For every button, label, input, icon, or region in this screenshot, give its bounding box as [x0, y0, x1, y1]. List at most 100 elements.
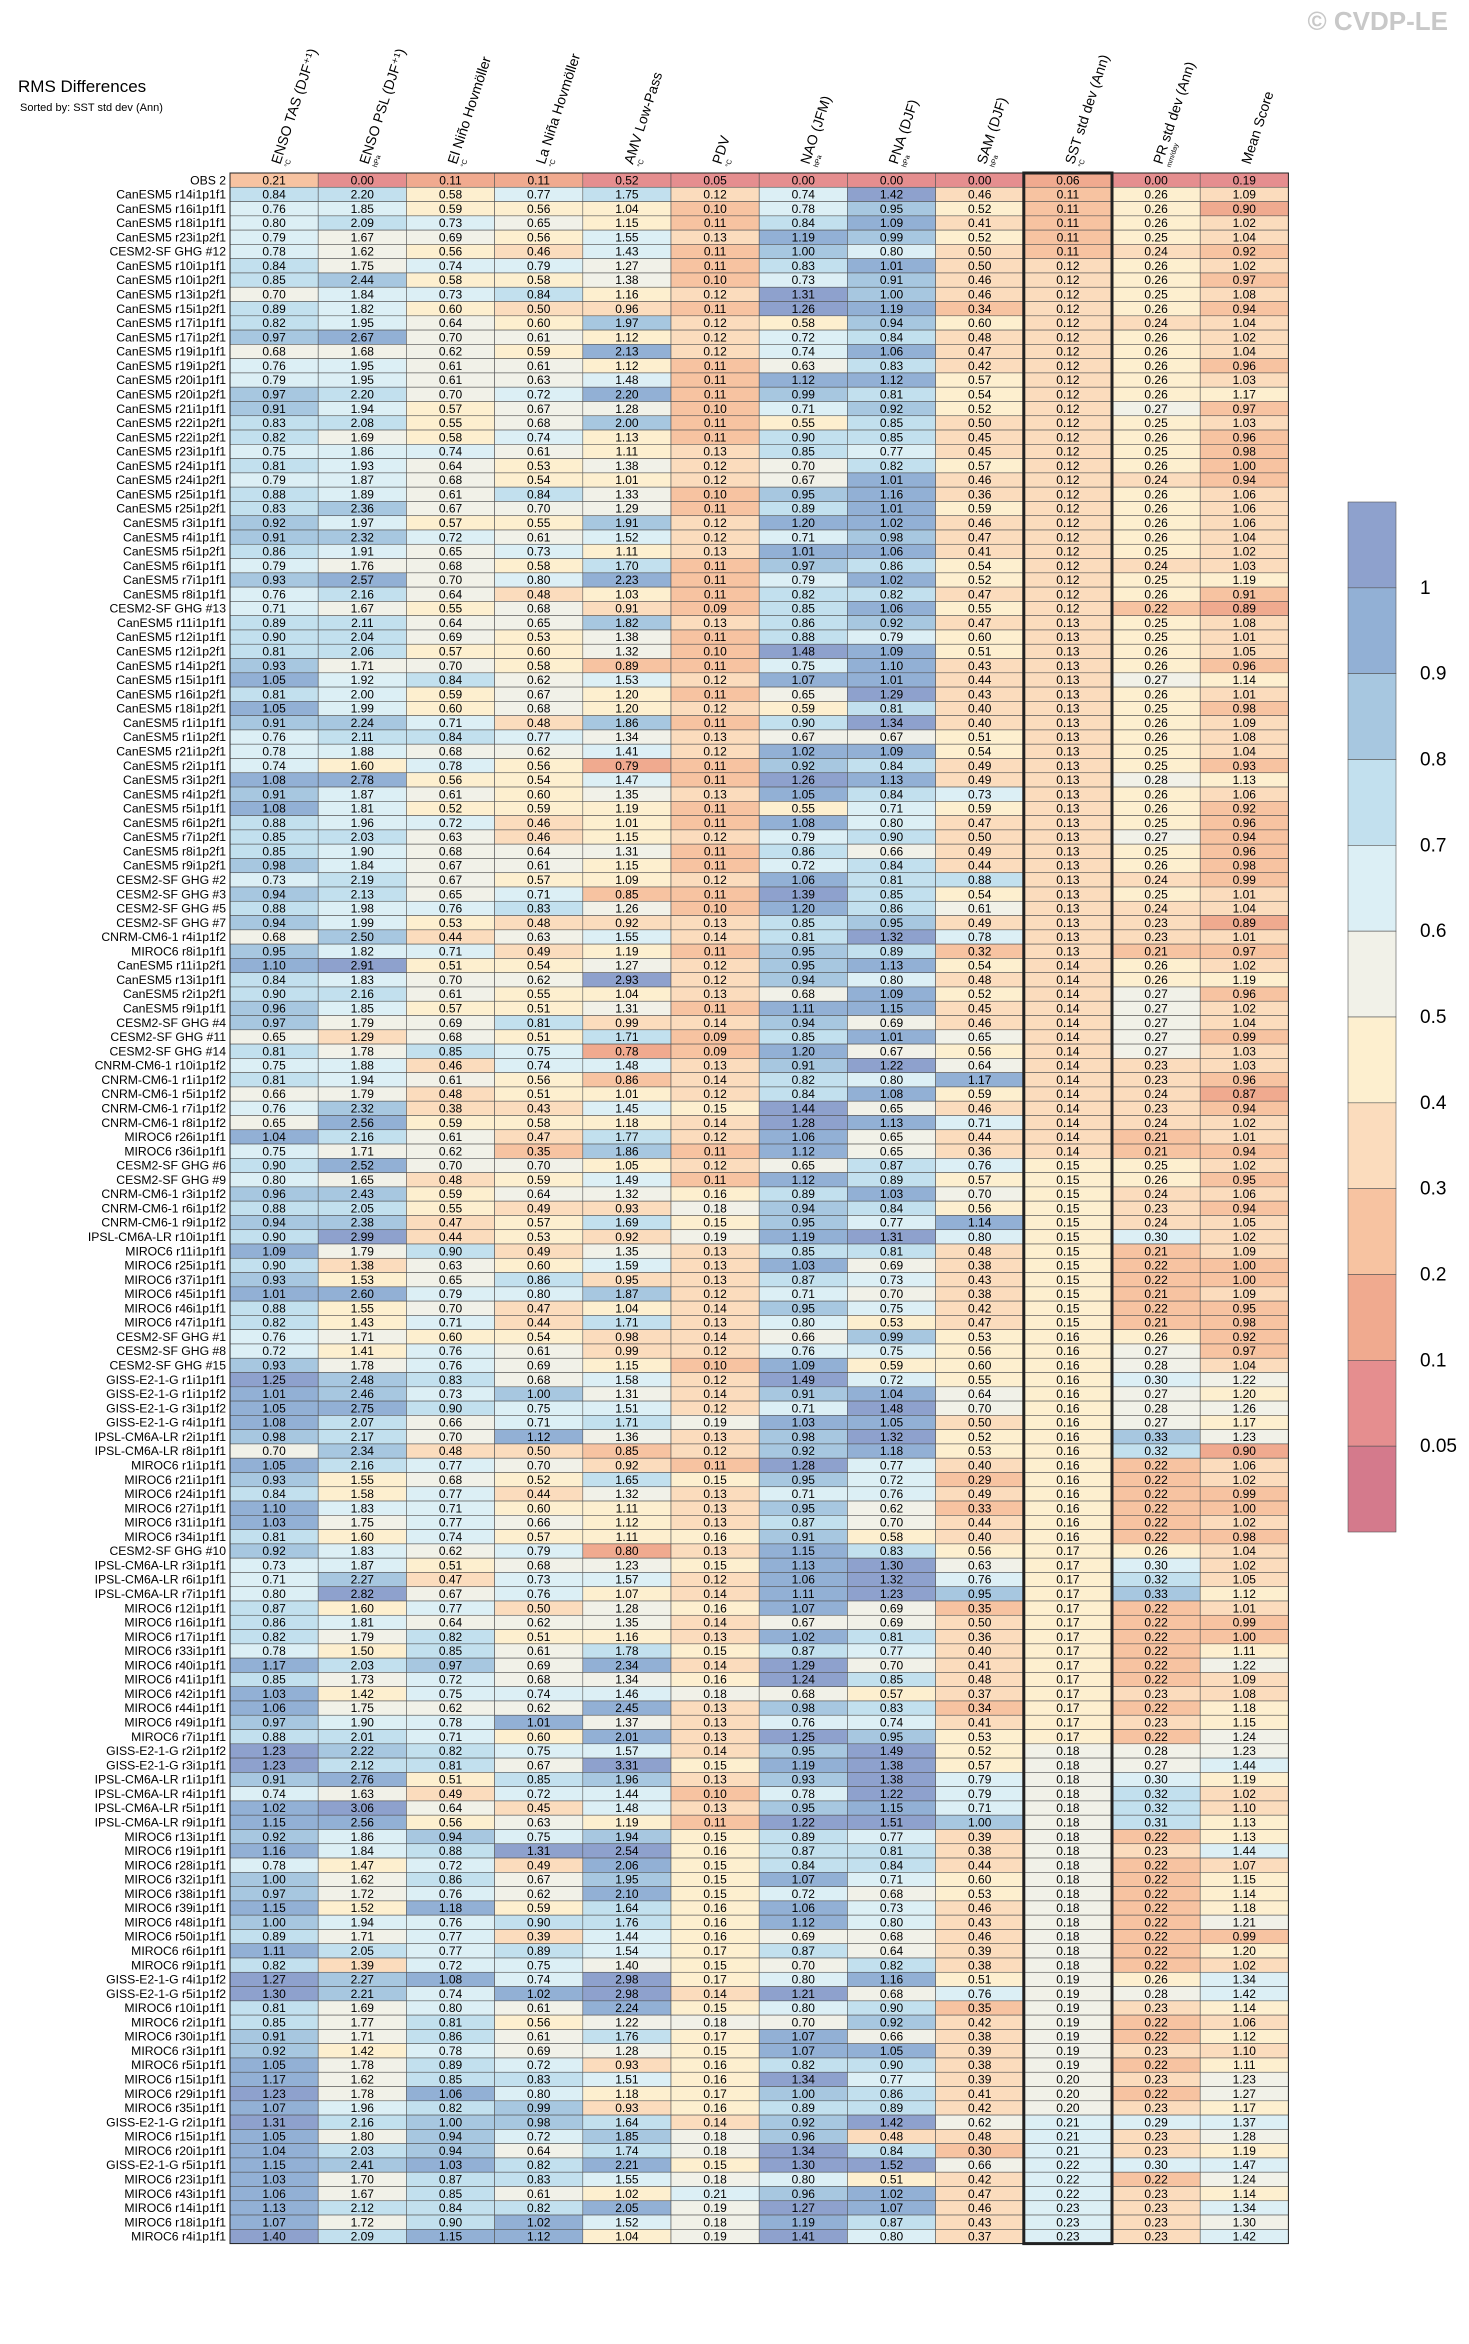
cell-value: 1.47 [615, 773, 639, 787]
cell-value: 0.92 [262, 2044, 286, 2058]
cell-value: 0.13 [1056, 844, 1080, 858]
cell-value: 0.60 [968, 1873, 992, 1887]
row-label: MIROC6 r43i1p1f1 [124, 2187, 226, 2201]
cell-value: 0.13 [1056, 859, 1080, 873]
cell-value: 0.87 [792, 1644, 816, 1658]
cell-value: 0.57 [439, 516, 463, 530]
cell-value: 0.99 [792, 387, 816, 401]
cell-value: 0.16 [1056, 1330, 1080, 1344]
cell-value: 0.70 [527, 1458, 551, 1472]
cell-value: 0.11 [1057, 202, 1080, 216]
cell-value: 0.85 [262, 1673, 286, 1687]
row-label: CanESM5 r19i1p1f1 [116, 345, 226, 359]
cell-value: 0.70 [439, 330, 463, 344]
cell-value: 1.62 [351, 245, 375, 259]
cell-value: 2.56 [351, 1815, 375, 1829]
cell-value: 0.12 [703, 673, 727, 687]
cell-value: 0.80 [527, 1287, 551, 1301]
cell-value: 1.62 [351, 1873, 375, 1887]
cell-value: 1.86 [615, 1144, 639, 1158]
cell-value: 0.12 [1056, 502, 1080, 516]
cell-value: 0.71 [880, 1873, 904, 1887]
cell-value: 0.89 [527, 1944, 551, 1958]
cell-value: 0.68 [792, 1687, 816, 1701]
cell-value: 0.90 [439, 2215, 463, 2229]
cell-value: 0.44 [968, 673, 992, 687]
row-label: CanESM5 r23i1p2f1 [116, 230, 226, 244]
cell-value: 0.57 [439, 402, 463, 416]
row-label: CanESM5 r10i1p2f1 [116, 273, 226, 287]
cell-value: 0.11 [704, 373, 727, 387]
cell-value: 0.18 [1056, 1930, 1080, 1944]
cell-value: 1.04 [615, 987, 639, 1001]
cell-value: 0.70 [439, 387, 463, 401]
cell-value: 0.87 [439, 2172, 463, 2186]
cell-value: 0.84 [262, 259, 286, 273]
cell-value: 0.80 [262, 1587, 286, 1601]
cell-value: 0.12 [1056, 530, 1080, 544]
row-label: MIROC6 r36i1p1f1 [124, 1144, 226, 1158]
cell-value: 0.46 [968, 1901, 992, 1915]
cell-value: 0.44 [968, 1516, 992, 1530]
cell-value: 0.62 [439, 1701, 463, 1715]
cell-value: 1.02 [1233, 1558, 1257, 1572]
cell-value: 0.41 [968, 216, 992, 230]
cell-value: 0.50 [968, 416, 992, 430]
cell-value: 0.20 [1056, 2101, 1080, 2115]
cell-value: 0.88 [262, 487, 286, 501]
row-label: IPSL-CM6A-LR r3i1p1f1 [95, 1558, 227, 1572]
cell-value: 1.13 [792, 1558, 816, 1572]
cell-value: 0.91 [615, 602, 639, 616]
cell-value: 0.24 [1144, 873, 1168, 887]
cell-value: 0.26 [1144, 645, 1168, 659]
cell-value: 0.50 [527, 1444, 551, 1458]
cell-value: 0.67 [527, 402, 551, 416]
cell-value: 1.02 [880, 516, 904, 530]
colorbar-segment [1347, 1188, 1397, 1275]
cell-value: 2.01 [615, 1730, 639, 1744]
cell-value: 1.07 [792, 2044, 816, 2058]
cell-value: 0.28 [1144, 1744, 1168, 1758]
row-label: CanESM5 r10i1p1f1 [116, 259, 226, 273]
cell-value: 1.82 [351, 302, 375, 316]
cell-value: 0.19 [1056, 2058, 1080, 2072]
cell-value: 0.46 [968, 1101, 992, 1115]
cell-value: 0.83 [439, 1373, 463, 1387]
cell-value: 0.11 [704, 802, 727, 816]
cell-value: 0.13 [703, 1487, 727, 1501]
cell-value: 0.68 [439, 1473, 463, 1487]
cell-value: 0.76 [262, 1101, 286, 1115]
cell-value: 1.13 [880, 959, 904, 973]
cell-value: 0.53 [527, 459, 551, 473]
cell-value: 0.12 [1056, 330, 1080, 344]
cell-value: 0.24 [1144, 1187, 1168, 1201]
cell-value: 0.10 [703, 202, 727, 216]
cell-value: 1.13 [262, 2201, 286, 2215]
colorbar-label: 0.9 [1420, 664, 1446, 685]
cell-value: 1.00 [1233, 459, 1257, 473]
row-label: CanESM5 r15i1p1f1 [116, 673, 226, 687]
cell-value: 0.13 [1056, 730, 1080, 744]
cell-value: 0.65 [439, 1273, 463, 1287]
cell-value: 0.40 [968, 1530, 992, 1544]
cell-value: 0.32 [1144, 1801, 1168, 1815]
cell-value: 1.84 [351, 1844, 375, 1858]
cell-value: 1.12 [792, 1915, 816, 1929]
cell-value: 0.69 [527, 1359, 551, 1373]
cell-value: 0.62 [439, 345, 463, 359]
cell-value: 0.15 [703, 1858, 727, 1872]
cell-value: 0.99 [1233, 1930, 1257, 1944]
cell-value: 0.11 [704, 1002, 727, 1016]
row-label: CanESM5 r7i1p2f1 [123, 830, 226, 844]
cell-value: 0.26 [1144, 730, 1168, 744]
cell-value: 0.17 [703, 2087, 727, 2101]
cell-value: 1.85 [351, 202, 375, 216]
cell-value: 0.19 [703, 2230, 727, 2244]
row-label: CanESM5 r12i1p2f1 [116, 645, 226, 659]
cell-value: 0.12 [1056, 402, 1080, 416]
cell-value: 0.23 [1144, 2230, 1168, 2244]
cell-value: 0.82 [792, 2058, 816, 2072]
cell-value: 0.71 [439, 1730, 463, 1744]
column-header-unit: °C [1077, 158, 1087, 168]
cell-value: 0.57 [439, 1002, 463, 1016]
